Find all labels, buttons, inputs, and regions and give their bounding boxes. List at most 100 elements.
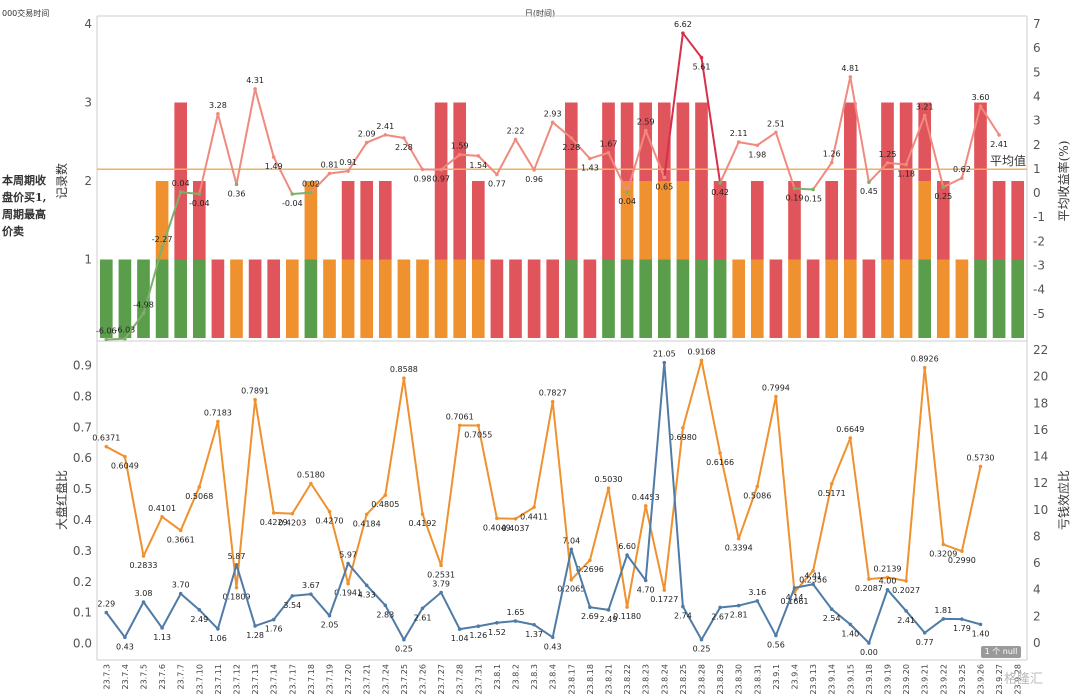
market-up-ratio-data-label: 0.4453 xyxy=(632,493,660,502)
x-axis-date-label: 23.7.14 xyxy=(270,664,279,695)
loss-effect-ratio-point xyxy=(123,635,127,640)
stacked-bar-segment xyxy=(397,259,411,338)
x-axis-date-label: 23.7.31 xyxy=(474,664,483,695)
return-data-label: 2.28 xyxy=(395,143,413,152)
loss-effect-ratio-data-label: 5.97 xyxy=(339,551,357,560)
market-up-ratio-point xyxy=(532,505,536,510)
stacked-bar-segment xyxy=(918,259,932,338)
return-data-label: 6.62 xyxy=(674,20,692,29)
market-up-ratio-data-label: 0.2356 xyxy=(799,576,827,585)
market-up-ratio-segment xyxy=(310,482,331,513)
loss-effect-ratio-data-label: 1.26 xyxy=(469,631,487,640)
stacked-bar-segment xyxy=(1011,181,1025,260)
stacked-bar-segment xyxy=(881,181,894,260)
stacked-bar-segment xyxy=(620,259,634,338)
loss-effect-ratio-point xyxy=(253,624,257,628)
stacked-bar-segment xyxy=(825,181,839,260)
market-up-ratio-point xyxy=(904,579,908,583)
loss-effect-ratio-segment xyxy=(272,595,294,621)
loss-effect-ratio-segment xyxy=(682,606,703,641)
loss-effect-ratio-point xyxy=(476,624,481,629)
stacked-bar-segment xyxy=(285,259,299,338)
x-axis-date-label: 23.7.21 xyxy=(363,664,372,695)
stacked-bar-segment xyxy=(881,259,894,338)
stacked-bar-segment xyxy=(1011,259,1025,338)
return-point xyxy=(774,130,778,135)
return-line-segment xyxy=(979,105,1000,136)
stacked-bar-segment xyxy=(453,259,467,338)
return-point xyxy=(290,192,295,196)
market-up-ratio-data-label: 0.8588 xyxy=(390,365,418,374)
market-up-ratio-data-label: 0.4049 xyxy=(483,523,511,532)
return-line-segment xyxy=(347,142,368,172)
return-point xyxy=(848,75,853,79)
market-up-ratio-data-label: 0.7055 xyxy=(464,431,492,440)
loss-effect-ratio-data-label: 2.74 xyxy=(674,612,692,621)
loss-effect-ratio-point xyxy=(681,604,685,609)
loss-effect-ratio-segment xyxy=(663,362,684,607)
stacked-bar-segment xyxy=(713,181,727,260)
x-axis-date-label: 23.7.4 xyxy=(121,664,130,689)
return-data-label: 0.15 xyxy=(804,194,822,203)
market-up-ratio-segment xyxy=(812,483,833,571)
stacked-bar-segment xyxy=(992,181,1006,260)
loss-effect-ratio-data-label: 0.00 xyxy=(860,648,878,657)
market-up-ratio-data-label: 0.3394 xyxy=(725,544,753,553)
loss-effect-ratio-segment xyxy=(905,610,926,634)
return-point xyxy=(811,187,815,192)
loss-effect-ratio-data-label: 3.08 xyxy=(135,589,153,598)
stacked-bar-segment xyxy=(471,259,485,338)
top-left-axis-title: 记录数 xyxy=(54,163,69,199)
loss-effect-ratio-segment xyxy=(551,549,573,638)
header-center-label: 日(时间) xyxy=(524,9,556,18)
bottom-left-tick: 0.3 xyxy=(73,544,92,558)
market-up-ratio-point xyxy=(960,549,964,553)
return-line-segment xyxy=(868,162,889,183)
return-data-label: 4.31 xyxy=(246,76,264,85)
return-line-segment xyxy=(533,121,554,171)
stacked-bar-segment xyxy=(695,259,708,338)
market-up-ratio-point xyxy=(216,419,220,424)
market-up-ratio-data-label: 0.2531 xyxy=(427,570,455,579)
x-axis-date-label: 23.8.3 xyxy=(530,664,539,689)
market-up-ratio-point xyxy=(718,451,722,455)
loss-effect-ratio-point xyxy=(234,563,239,567)
x-axis-date-label: 23.8.29 xyxy=(716,664,725,695)
null-count-badge[interactable]: 1 个 null xyxy=(981,646,1021,658)
market-up-ratio-point xyxy=(643,504,648,508)
stacked-bar-segment xyxy=(118,259,132,338)
stacked-bar-segment xyxy=(602,259,615,338)
loss-effect-ratio-segment xyxy=(161,593,182,629)
x-axis-date-label: 23.9.13 xyxy=(809,664,818,695)
market-up-ratio-data-label: 0.8926 xyxy=(911,355,939,364)
x-axis-date-label: 23.8.1 xyxy=(493,664,502,689)
top-left-tick: 2 xyxy=(84,174,92,188)
market-up-ratio-data-label: 0.6649 xyxy=(836,425,864,434)
loss-effect-ratio-segment xyxy=(756,600,777,637)
return-data-label: 0.45 xyxy=(860,187,878,196)
return-data-label: 0.42 xyxy=(711,188,729,197)
loss-effect-ratio-data-label: 3.79 xyxy=(432,580,450,589)
loss-effect-ratio-data-label: 1.13 xyxy=(153,633,171,642)
loss-effect-ratio-data-label: 3.54 xyxy=(283,601,301,610)
x-axis-date-label: 23.7.5 xyxy=(140,664,149,689)
loss-effect-ratio-point xyxy=(904,609,908,613)
market-up-ratio-point xyxy=(625,605,629,609)
return-data-label: 0.04 xyxy=(618,197,636,206)
stacked-bar-segment xyxy=(825,259,839,338)
return-point xyxy=(160,246,164,250)
bottom-left-tick: 0.6 xyxy=(73,451,92,465)
x-axis-date-label: 23.8.28 xyxy=(698,664,707,695)
return-line-segment xyxy=(774,132,796,189)
return-line-segment xyxy=(719,141,740,184)
market-up-ratio-data-label: 0.1809 xyxy=(223,593,251,602)
stacked-bar-segment xyxy=(434,181,448,260)
market-up-ratio-point xyxy=(197,485,202,489)
loss-effect-ratio-segment xyxy=(924,618,944,634)
x-axis-date-label: 23.8.21 xyxy=(605,664,614,695)
loss-effect-ratio-segment xyxy=(216,564,238,630)
market-up-ratio-segment xyxy=(905,367,926,582)
loss-effect-ratio-segment xyxy=(347,562,368,586)
loss-effect-ratio-point xyxy=(216,627,220,631)
stacked-bar-segment xyxy=(211,259,225,338)
